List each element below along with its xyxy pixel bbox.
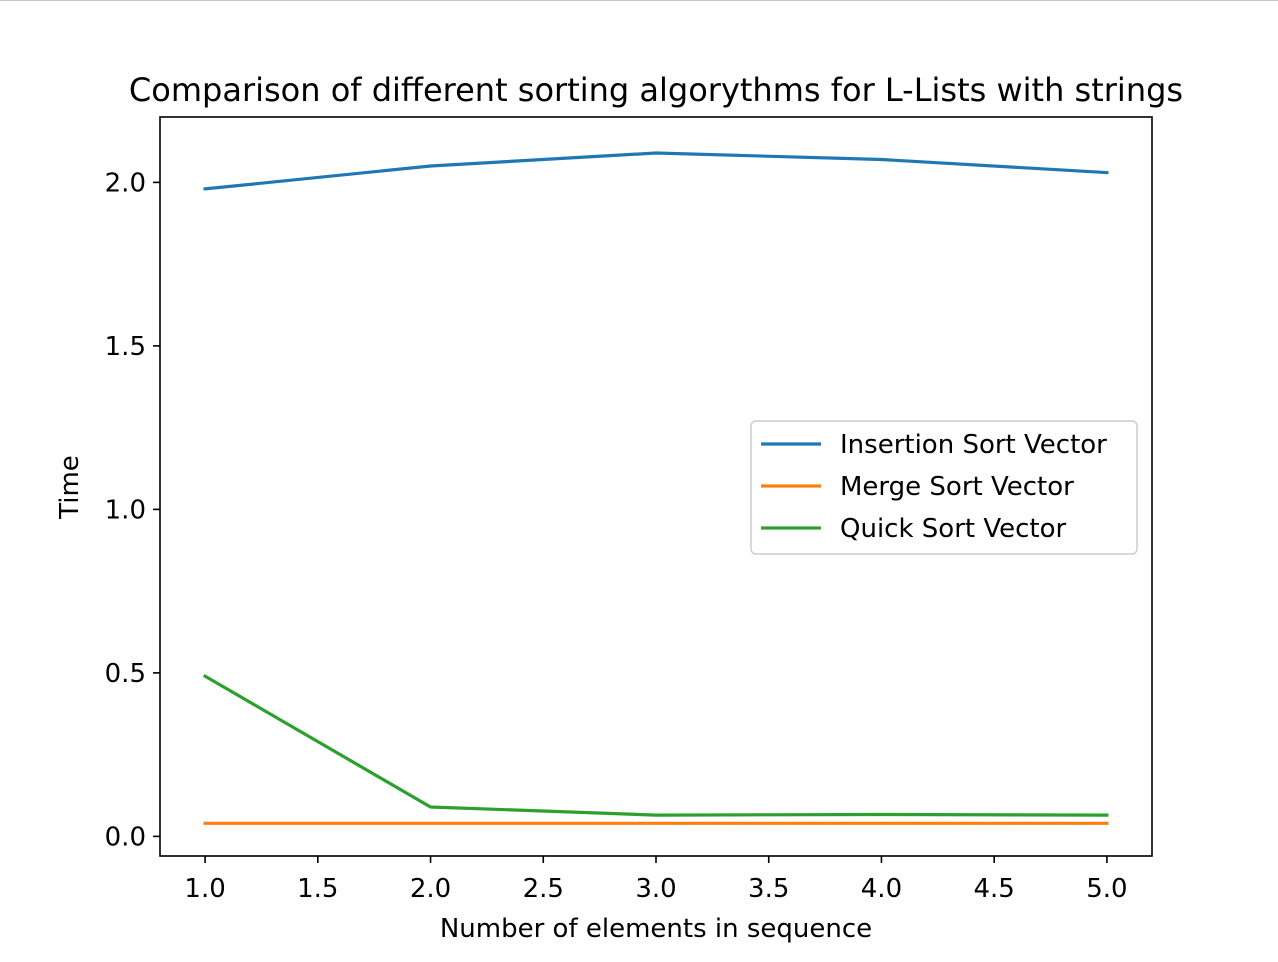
legend-box	[750, 420, 1138, 555]
y-tick-label: 0.5	[105, 659, 146, 689]
x-tick-label: 5.0	[1086, 874, 1127, 904]
x-axis-label: Number of elements in sequence	[440, 914, 872, 944]
x-tick-label: 1.0	[184, 874, 225, 904]
x-tick-label: 1.5	[297, 874, 338, 904]
x-tick-label: 4.5	[974, 874, 1015, 904]
series-line-3	[202, 674, 1109, 817]
legend-label: Quick Sort Vector	[840, 514, 1067, 544]
legend-label: Insertion Sort Vector	[840, 430, 1107, 460]
y-tick-label: 2.0	[105, 168, 146, 198]
y-tick-label: 0.0	[105, 822, 146, 852]
y-axis-label: Time	[55, 455, 85, 520]
legend: Insertion Sort Vector Merge Sort Vector Qu…	[750, 420, 1138, 555]
x-tick-label: 3.0	[635, 874, 676, 904]
legend-label: Merge Sort Vector	[840, 472, 1074, 502]
series-lines	[202, 151, 1109, 825]
y-tick-label: 1.5	[105, 332, 146, 362]
x-tick-label: 3.5	[748, 874, 789, 904]
series-line-1	[203, 151, 1109, 191]
y-tick-label: 1.0	[105, 495, 146, 525]
x-tick-label: 2.5	[523, 874, 564, 904]
chart-title: Comparison of different sorting algoryth…	[129, 71, 1183, 109]
x-axis-ticks: 1.0 1.5 2.0 2.5 3.0 3.5 4.0 4.5 5.0	[184, 856, 1128, 904]
x-tick-label: 4.0	[861, 874, 902, 904]
x-tick-label: 2.0	[410, 874, 451, 904]
y-axis-ticks: 0.0 0.5 1.0 1.5 2.0	[105, 168, 160, 852]
